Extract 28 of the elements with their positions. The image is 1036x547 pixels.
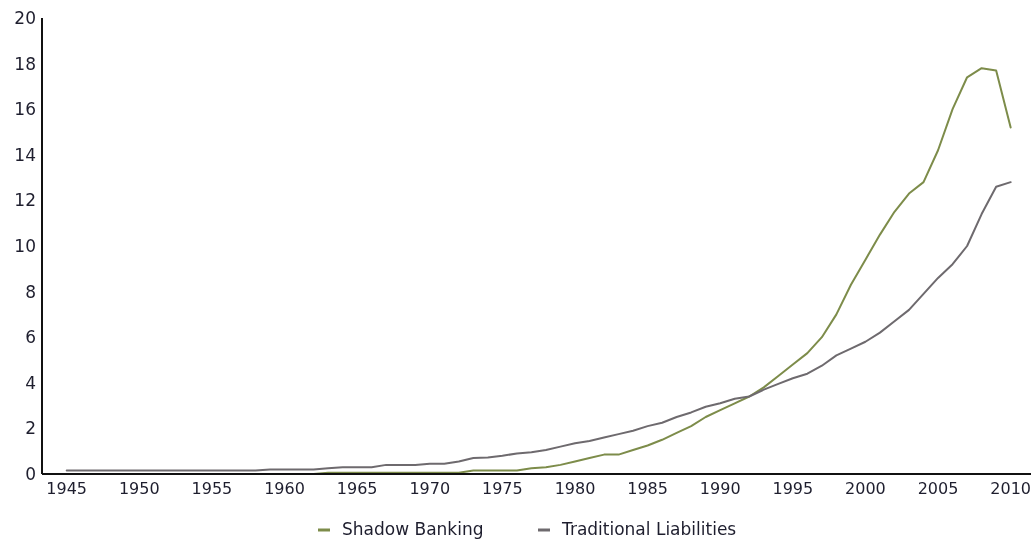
y-tick-label: 10 xyxy=(14,235,36,256)
y-tick-label: 20 xyxy=(14,7,36,28)
y-tick-label: 16 xyxy=(14,99,36,120)
x-tick-label: 2010 xyxy=(990,479,1032,498)
x-tick-label: 1955 xyxy=(191,479,233,498)
y-tick-label: 18 xyxy=(14,53,36,74)
y-tick-label: 2 xyxy=(25,418,36,439)
x-tick-label: 1960 xyxy=(264,479,305,498)
x-tick-label: 1995 xyxy=(772,479,814,498)
y-tick-label: 6 xyxy=(25,327,36,348)
legend-label: Traditional Liabilities xyxy=(561,519,737,539)
x-tick-label: 1965 xyxy=(336,479,378,498)
x-tick-label: 1945 xyxy=(46,479,88,498)
line-series xyxy=(65,181,1012,472)
x-tick-label: 1980 xyxy=(554,479,596,498)
y-tick-label: 0 xyxy=(25,463,36,484)
x-tick-label: 1990 xyxy=(699,479,741,498)
x-tick-label: 1985 xyxy=(627,479,668,498)
legend-label: Shadow Banking xyxy=(342,519,484,539)
y-tick-label: 14 xyxy=(14,144,36,165)
x-tick-label: 1950 xyxy=(118,479,160,498)
x-tick-label: 1975 xyxy=(482,479,523,498)
x-tick-label: 2000 xyxy=(845,479,886,498)
y-tick-label: 12 xyxy=(14,190,36,211)
x-tick-label: 2005 xyxy=(917,479,959,498)
y-tick-label: 8 xyxy=(25,281,36,302)
x-tick-label: 1970 xyxy=(409,479,451,498)
y-tick-label: 4 xyxy=(25,372,36,393)
